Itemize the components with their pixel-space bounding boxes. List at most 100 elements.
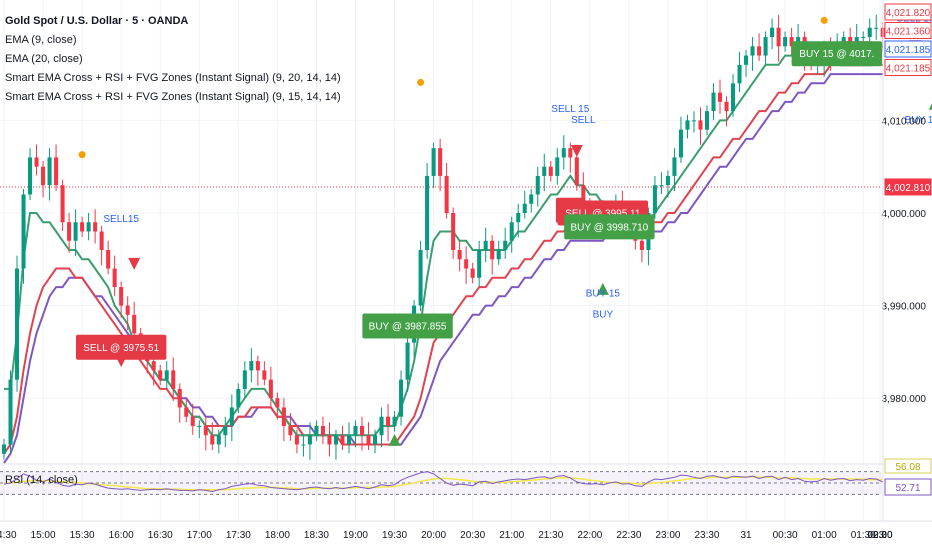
x-tick-label: 23:00 [655, 530, 680, 541]
candle-body [561, 148, 566, 158]
candle-body [132, 314, 137, 334]
x-tick-label: 02:30 [867, 530, 892, 541]
candle-body [184, 407, 189, 417]
x-tick-label: 20:00 [421, 530, 446, 541]
buy-signal-box [791, 41, 882, 67]
price-label: 4,021.360 [886, 27, 931, 38]
candle-body [438, 148, 443, 176]
y-tick-label: 4,000.000 [882, 209, 927, 220]
candle-body [262, 370, 267, 380]
candle-body [731, 83, 736, 112]
x-tick-label: 23:30 [694, 530, 719, 541]
candle-body [763, 37, 768, 56]
signal-text: SELL [571, 115, 596, 126]
x-tick-label: 18:00 [265, 530, 290, 541]
price-label: 4,021.185 [886, 64, 931, 75]
candle-body [340, 435, 345, 445]
legend-smart-cross-1[interactable]: Smart EMA Cross + RSI + FVG Zones (Insta… [5, 72, 341, 84]
legend-ema-20[interactable]: EMA (20, close) [5, 53, 83, 65]
candle-body [867, 27, 872, 38]
chart-legend: Gold Spot / U.S. Dollar · 5 · OANDA EMA … [5, 12, 341, 107]
time-axis[interactable]: 14:30 15:00 15:30 16:00 16:30 17:00 17:30 18:00… [0, 520, 932, 541]
candle-body [698, 120, 703, 130]
x-tick-label: 20:30 [460, 530, 485, 541]
signal-box-label: SELL @ 3975.51 [83, 343, 159, 354]
candle-body [659, 185, 664, 187]
price-axis[interactable]: 4,010.000 4,000.000 3,990.000 3,980.000 4,02… [882, 0, 932, 521]
candle-body [151, 361, 156, 371]
candle-body [366, 435, 371, 445]
candle-body [99, 231, 104, 251]
candle-body [522, 203, 527, 213]
candle-body [503, 240, 508, 251]
x-tick-label: 21:30 [538, 530, 563, 541]
candle-body [86, 222, 91, 232]
candle-body [80, 222, 85, 232]
candle-body [125, 305, 130, 315]
candle-body [379, 416, 384, 436]
x-tick-label: 18:30 [304, 530, 329, 541]
signal-box-label: BUY @ 3998.710 [570, 222, 648, 233]
signal-text: BUY [593, 310, 614, 321]
candle-body [737, 64, 742, 84]
candle-body [548, 166, 553, 176]
symbol-title[interactable]: Gold Spot / U.S. Dollar · 5 · OANDA [5, 15, 189, 27]
candle-body [216, 435, 221, 445]
price-label: 4,002.810 [886, 183, 931, 194]
signal-dot [78, 151, 86, 159]
signal-box-label: BUY 15 @ 4017. [799, 49, 874, 60]
candle-body [73, 222, 78, 241]
x-tick-label: 02:00 [867, 530, 892, 541]
buy-triangle [928, 103, 932, 110]
rsi-ma-line [4, 476, 883, 491]
x-tick-label: 22:00 [577, 530, 602, 541]
x-tick-label: 31 [740, 530, 752, 541]
rsi-label-box [884, 478, 932, 496]
candle-body [197, 425, 202, 427]
candle-body [359, 425, 365, 436]
price-label-box [884, 22, 932, 39]
candle-body [861, 37, 866, 39]
candle-body [373, 435, 378, 445]
candle-body [574, 157, 579, 186]
candle-body [568, 148, 573, 158]
legend-rsi[interactable]: RSI (14, close) [5, 474, 78, 486]
candle-body [164, 370, 169, 380]
rsi-ma-label: 56.08 [895, 462, 920, 473]
ema-purple-line [3, 73, 883, 464]
buy-triangle [596, 282, 609, 295]
legend-ema-9[interactable]: EMA (9, close) [5, 34, 77, 46]
candle-body [386, 416, 391, 426]
candle-body [223, 425, 228, 436]
candle-body [783, 37, 788, 47]
legend-smart-cross-2[interactable]: Smart EMA Cross + RSI + FVG Zones (Insta… [5, 91, 341, 103]
x-tick-label: 16:00 [109, 530, 134, 541]
candle-body [665, 175, 670, 186]
signal-text: SELL 15 [551, 104, 589, 115]
candle-body [711, 92, 716, 112]
candle-body [112, 268, 117, 288]
x-tick-label: 17:00 [187, 530, 212, 541]
candle-body [477, 250, 482, 278]
candle-body [41, 166, 46, 186]
candle-body [210, 435, 215, 445]
candle-body [60, 185, 65, 223]
candle-body [288, 425, 293, 436]
candle-body [555, 157, 560, 176]
candle-body [457, 250, 462, 260]
candle-body [353, 425, 358, 436]
candle-body [672, 157, 677, 176]
candle-body [15, 268, 20, 380]
x-tick-label: 01:00 [812, 530, 837, 541]
candle-body [431, 148, 436, 176]
candle-body [542, 166, 547, 176]
candle-body [451, 212, 456, 251]
candle-body [405, 342, 410, 380]
candle-body [320, 425, 325, 436]
candle-body [47, 157, 52, 186]
candle-body [34, 157, 39, 167]
price-label-box [884, 3, 932, 21]
candle-body [704, 111, 710, 130]
